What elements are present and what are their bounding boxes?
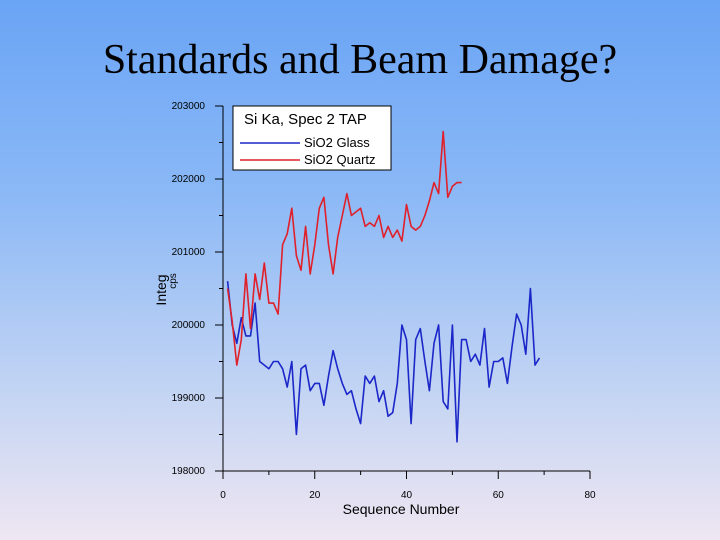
y-axis-title-group: Integ cps [153, 273, 179, 305]
legend-label-glass: SiO2 Glass [304, 135, 370, 150]
y-axis-unit: cps [168, 273, 179, 289]
y-axis-title: Integ [153, 274, 169, 305]
x-tick-label: 20 [309, 490, 321, 501]
x-tick-label: 80 [584, 490, 596, 501]
y-tick-label: 198000 [172, 466, 206, 477]
series-line-glass [226, 281, 541, 443]
series-layer [226, 130, 541, 443]
y-tick-label: 203000 [172, 101, 206, 112]
slide-title: Standards and Beam Damage? [102, 37, 618, 83]
legend-title: Si Ka, Spec 2 TAP [244, 111, 367, 128]
legend-label-quartz: SiO2 Quartz [304, 152, 376, 167]
x-tick-label: 60 [493, 490, 505, 501]
x-axis-title: Sequence Number [343, 501, 460, 517]
axes: 198000 199000 200000 201000 202000 203000 0 20 4… [172, 101, 596, 501]
y-tick-label: 202000 [172, 174, 206, 185]
y-tick-label: 200000 [172, 320, 206, 331]
x-tick-label: 0 [220, 490, 226, 501]
legend: Si Ka, Spec 2 TAP SiO2 Glass SiO2 Quartz [232, 105, 392, 171]
series-line-quartz [226, 130, 462, 366]
y-tick-label: 201000 [172, 247, 206, 258]
x-tick-label: 40 [401, 490, 413, 501]
y-tick-label: 199000 [172, 393, 206, 404]
